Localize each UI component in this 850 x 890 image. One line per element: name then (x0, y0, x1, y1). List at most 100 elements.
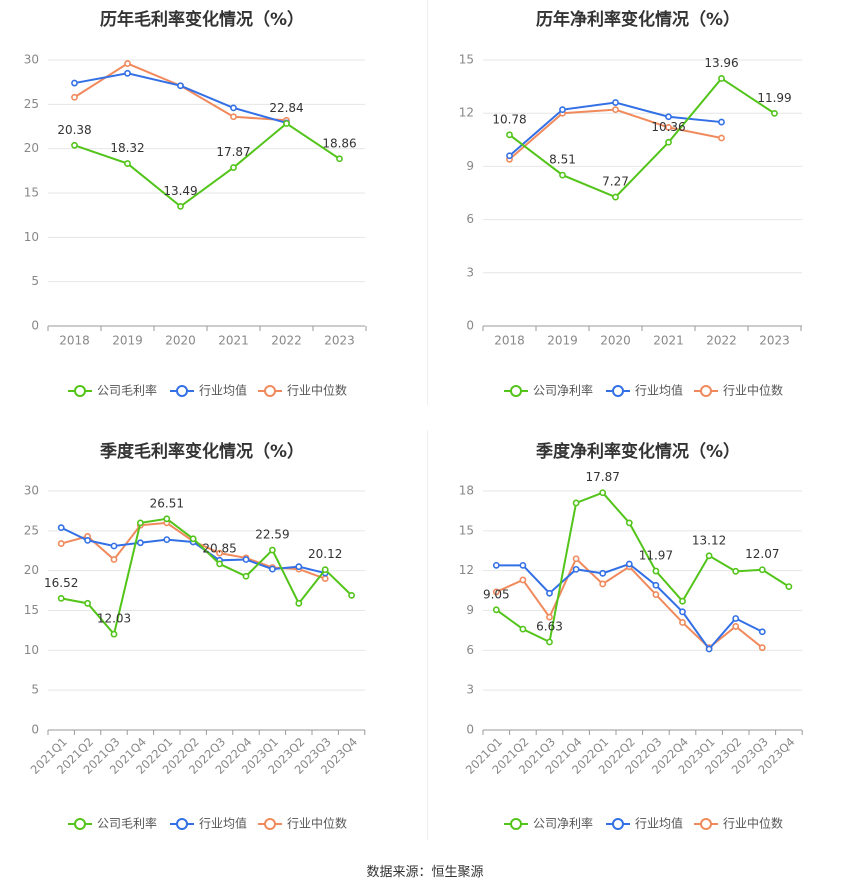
x-tick-label: 2018 (59, 334, 90, 348)
y-tick-label: 9 (466, 603, 474, 617)
data-point-median (124, 60, 131, 67)
data-point-company (492, 606, 500, 614)
data-point-company (336, 155, 343, 163)
legend-label: 行业均值 (635, 383, 683, 398)
data-point-median (599, 580, 607, 588)
legend-marker (264, 385, 276, 397)
data-point-company (785, 583, 793, 590)
data-point-company (216, 560, 223, 568)
data-point-company (295, 599, 303, 607)
data-point-avg (705, 645, 713, 653)
data-point-company (283, 120, 290, 127)
legend-item-avg: 行业均值 (606, 383, 683, 398)
data-label: 9.05 (483, 587, 510, 601)
data-point-company (189, 535, 197, 543)
data-label: 6.63 (536, 619, 563, 633)
series-line-avg (74, 72, 287, 124)
x-tick-label: 2023 (759, 334, 790, 348)
data-point-avg (665, 113, 672, 121)
y-tick-label: 15 (459, 523, 474, 537)
legend-item-company: 公司毛利率 (68, 383, 157, 398)
chart-title: 季度毛利率变化情况（%） (100, 441, 304, 462)
chart-title: 历年毛利率变化情况（%） (100, 9, 304, 30)
data-point-company (612, 193, 619, 201)
data-point-company (136, 519, 144, 527)
chart-2: 历年净利率变化情况（%） 0 3 6 9 12 15 2018 2019 2020 2021 2022… (459, 9, 802, 398)
data-label: 17.87 (216, 145, 250, 159)
y-tick-label: 10 (24, 643, 39, 657)
data-label: 20.38 (57, 123, 91, 137)
data-point-avg (718, 118, 725, 126)
legend-marker (74, 818, 86, 830)
data-point-avg (506, 152, 513, 160)
data-label: 12.07 (745, 547, 779, 561)
data-point-company (705, 552, 713, 560)
divider-top (427, 0, 428, 405)
y-tick-label: 20 (24, 563, 39, 577)
legend-label: 公司净利率 (533, 383, 593, 398)
data-point-avg (679, 608, 686, 616)
data-point-company (625, 519, 633, 527)
data-point-company (71, 141, 78, 149)
data-point-median (492, 588, 500, 596)
data-point-avg (652, 581, 660, 589)
data-point-company (546, 638, 553, 646)
data-point-median (732, 623, 740, 630)
data-point-median (572, 555, 580, 563)
data-point-company (242, 572, 250, 580)
data-label: 11.99 (757, 91, 791, 105)
data-point-company (572, 499, 580, 507)
data-label: 17.87 (586, 470, 620, 484)
y-tick-label: 0 (466, 319, 474, 333)
data-point-avg (612, 99, 619, 106)
legend-item-median: 行业中位数 (258, 816, 347, 831)
x-tick-label: 2023 (324, 334, 355, 348)
legend-item-avg: 行业均值 (170, 816, 247, 831)
legend-label: 行业均值 (635, 816, 683, 831)
data-label: 11.97 (639, 549, 673, 563)
y-tick-label: 25 (24, 97, 39, 111)
data-point-avg (57, 524, 65, 532)
data-label: 13.49 (163, 184, 197, 198)
data-point-median (612, 106, 619, 114)
data-label: 26.51 (150, 496, 184, 510)
y-tick-label: 5 (31, 683, 39, 697)
x-tick-label: 2022 (706, 334, 737, 348)
data-point-company (758, 566, 766, 574)
y-tick-label: 0 (466, 723, 474, 737)
y-tick-label: 20 (24, 141, 39, 155)
data-point-median (321, 575, 329, 583)
data-point-company (230, 164, 237, 171)
legend-item-company: 公司净利率 (504, 383, 593, 398)
data-point-company (679, 597, 686, 605)
y-tick-label: 12 (459, 106, 474, 120)
legend-marker (612, 818, 624, 830)
y-tick-label: 3 (466, 683, 474, 697)
chart-3: 季度毛利率变化情况（%）0510152025302021Q12021Q22021… (24, 441, 366, 831)
legend-label: 行业中位数 (287, 383, 347, 398)
y-tick-label: 15 (24, 186, 39, 200)
legend-label: 行业中位数 (723, 383, 783, 398)
chart-title: 季度净利率变化情况（%） (536, 441, 740, 462)
data-point-company (665, 138, 672, 146)
data-point-median (718, 134, 725, 142)
data-point-avg (559, 106, 566, 114)
legend-marker (510, 818, 522, 830)
data-point-avg (84, 536, 91, 544)
legend-marker (612, 385, 624, 397)
data-point-median (230, 113, 237, 121)
data-point-company (506, 131, 513, 139)
data-point-company (321, 566, 329, 574)
data-point-company (110, 630, 118, 638)
chart-1: 历年毛利率变化情况（%） 0 5 10 15 20 25 30 2018 2019 2020 2021… (24, 9, 367, 398)
data-point-company (652, 567, 660, 575)
data-label: 20.12 (308, 547, 342, 561)
data-point-company (124, 160, 131, 167)
legend-label: 行业中位数 (723, 816, 783, 831)
data-point-avg (625, 560, 633, 568)
legend-label: 行业均值 (199, 816, 247, 831)
legend-item-avg: 行业均值 (170, 383, 247, 398)
legend-marker (700, 385, 712, 397)
y-tick-label: 30 (24, 484, 39, 498)
y-tick-label: 15 (459, 53, 474, 67)
